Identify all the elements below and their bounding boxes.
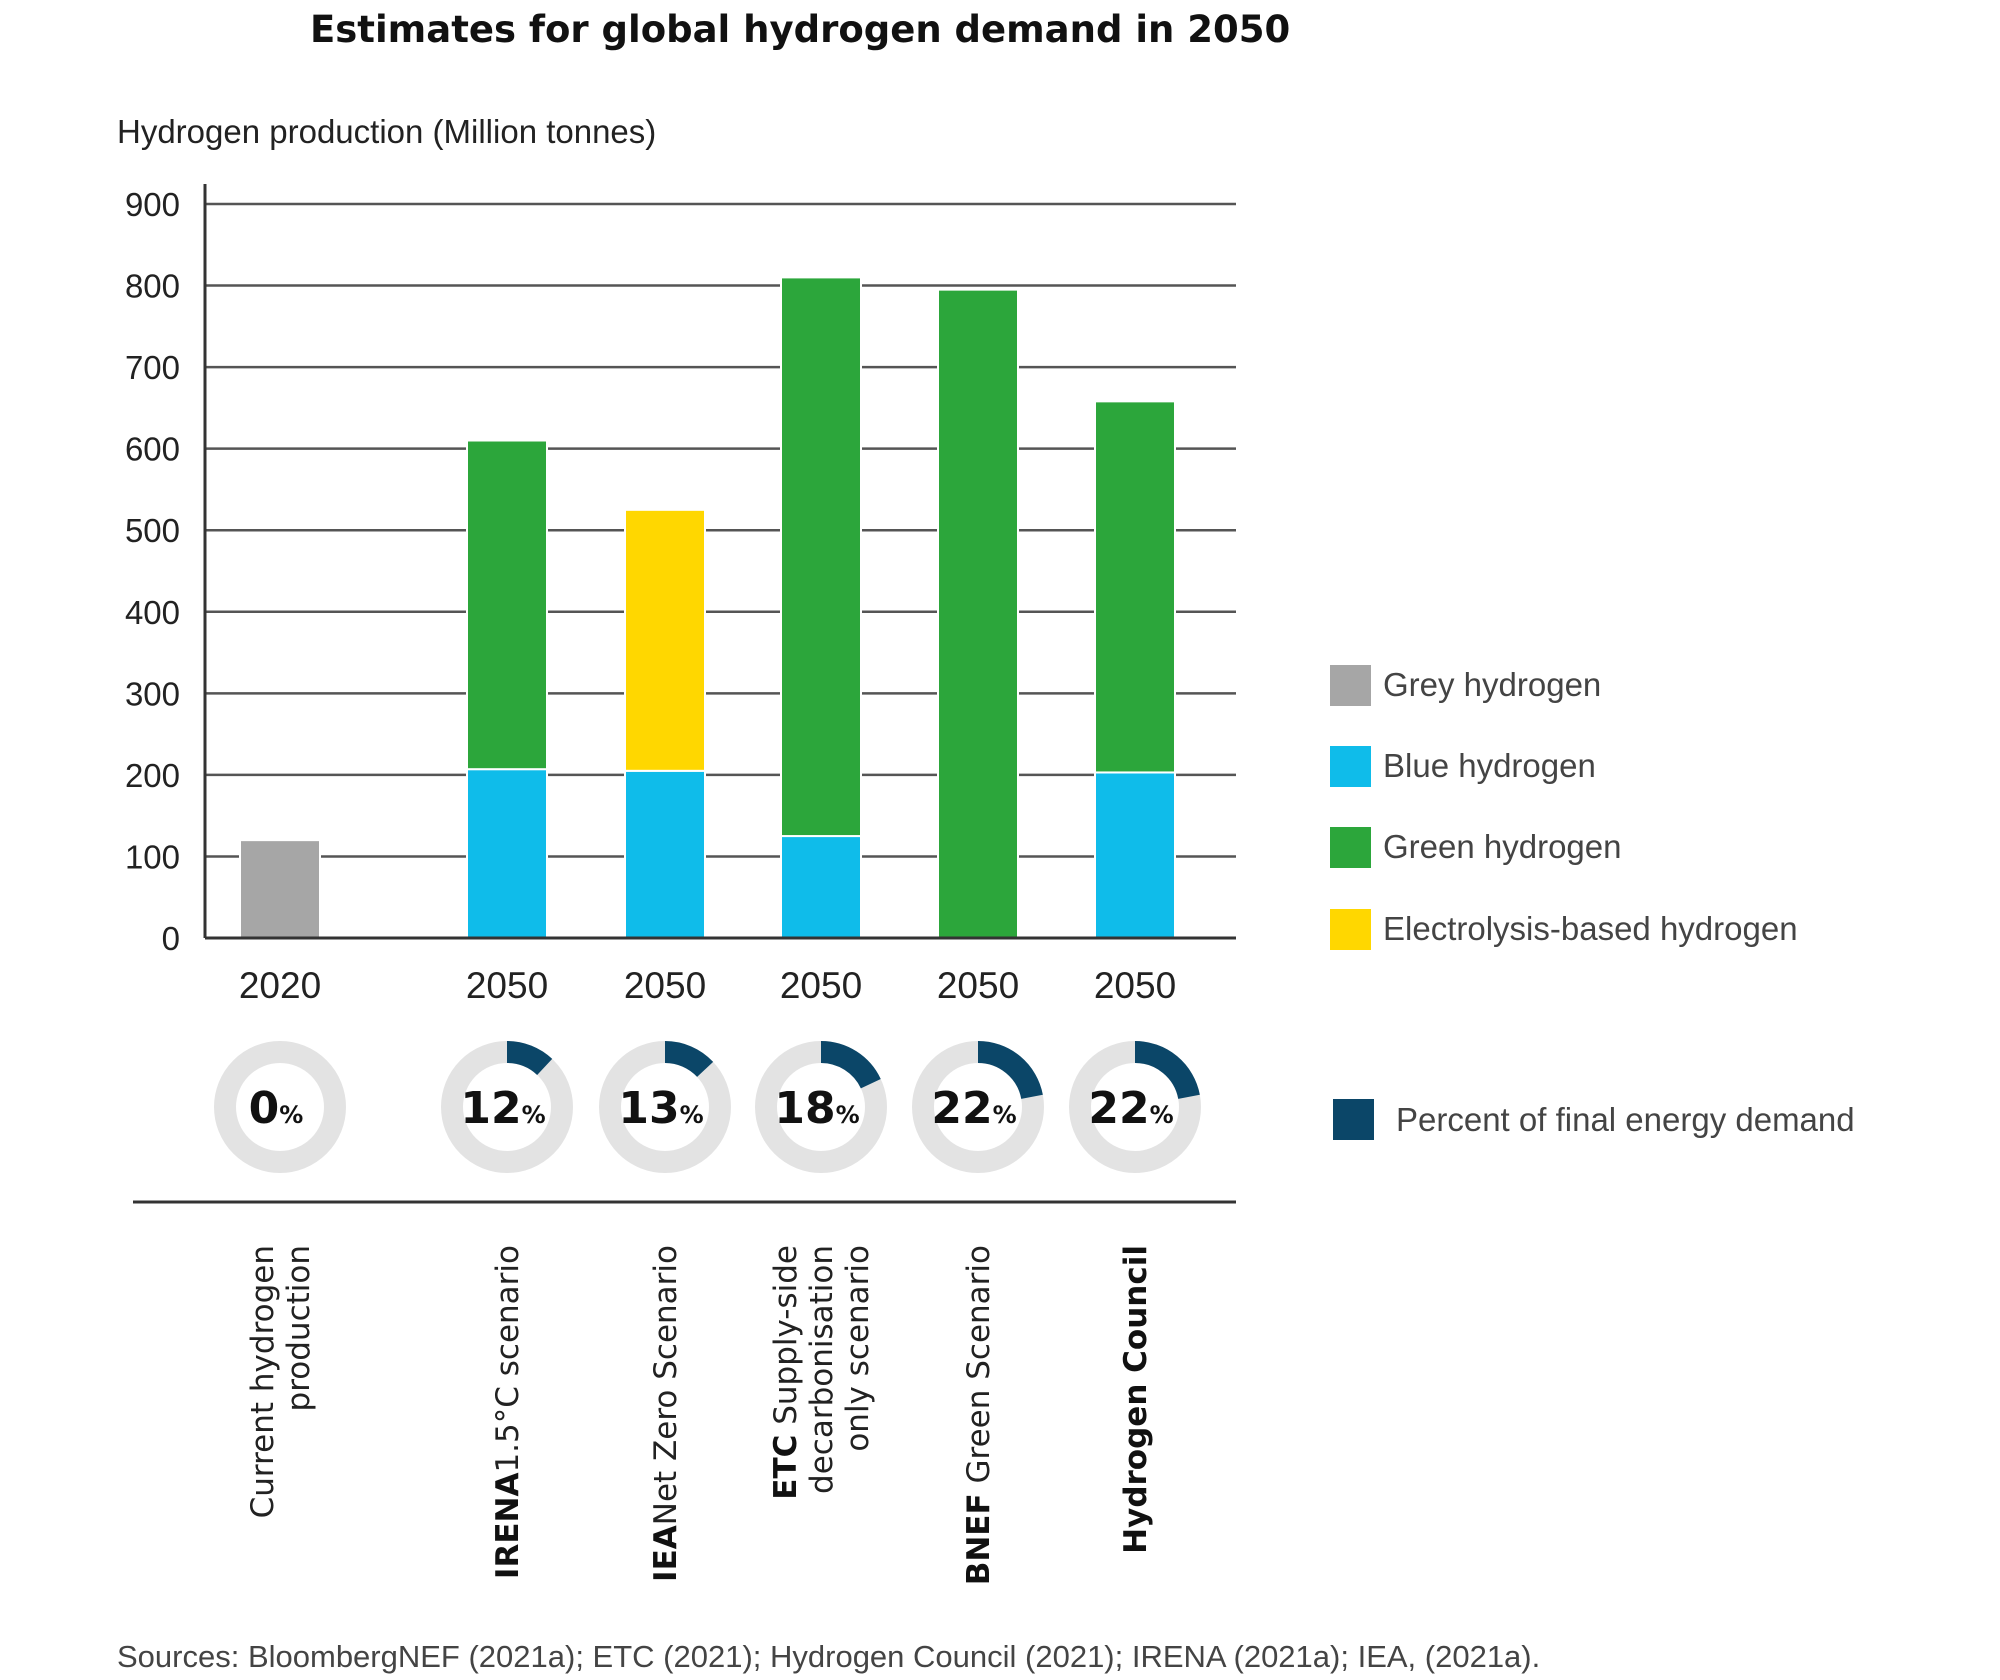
legend-label: Blue hydrogen — [1383, 747, 1596, 784]
bar-segment — [937, 288, 1019, 939]
x-tick-label: 2050 — [466, 965, 548, 1006]
y-tick-label: 900 — [125, 186, 180, 223]
bar-segment — [1094, 771, 1176, 939]
y-tick-label: 400 — [125, 594, 180, 631]
scenario-label: IEANet Zero Scenario — [648, 1245, 684, 1582]
legend-item: Blue hydrogen — [1330, 746, 1596, 787]
donut-label: 12% — [460, 1083, 545, 1134]
svg-text:BNEF Green Scenario: BNEF Green Scenario — [961, 1245, 997, 1585]
scenario-label: Hydrogen Council — [1118, 1245, 1154, 1554]
donut-arc — [912, 1041, 1044, 1173]
donut-arc — [1069, 1041, 1201, 1173]
scenario-labels: Current hydrogen production IRENA1.5°C sce… — [245, 1245, 1154, 1585]
legend-label: Percent of final energy demand — [1396, 1101, 1855, 1138]
svg-text:only scenario: only scenario — [840, 1245, 876, 1452]
legend-item: Electrolysis-based hydrogen — [1330, 909, 1798, 950]
bar-segment — [466, 768, 548, 939]
bar-segment — [780, 276, 862, 838]
bar-segment — [1094, 400, 1176, 774]
y-axis-label: Hydrogen production (Million tonnes) — [117, 113, 656, 150]
svg-text:IRENA1.5°C scenario: IRENA1.5°C scenario — [490, 1245, 526, 1579]
chart-title: Estimates for global hydrogen demand in … — [310, 8, 1290, 51]
source-note: Sources: BloombergNEF (2021a); ETC (2021… — [117, 1639, 1540, 1674]
donut-label: 18% — [774, 1083, 859, 1134]
legend-swatch — [1330, 827, 1371, 868]
donut-ring — [214, 1041, 346, 1173]
x-tick-label: 2050 — [624, 965, 706, 1006]
bar-segment — [239, 839, 321, 940]
gridlines — [205, 202, 1236, 858]
svg-text:IEANet Zero Scenario: IEANet Zero Scenario — [648, 1245, 684, 1582]
donut-label: 13% — [618, 1083, 703, 1134]
legend-label: Grey hydrogen — [1383, 666, 1601, 703]
bars — [239, 276, 1176, 940]
legend-swatch — [1333, 1099, 1374, 1140]
y-tick-label: 300 — [125, 675, 180, 712]
y-tick-label: 200 — [125, 757, 180, 794]
svg-text:Hydrogen Council: Hydrogen Council — [1118, 1245, 1154, 1554]
legend-swatch — [1330, 746, 1371, 787]
legend-label: Green hydrogen — [1383, 828, 1622, 865]
scenario-label: Current hydrogen production — [245, 1245, 317, 1518]
legend: Grey hydrogen Blue hydrogen Green hydrogen… — [1330, 665, 1855, 1140]
bar-segment — [780, 835, 862, 939]
y-tick-label: 700 — [125, 349, 180, 386]
bar-segment — [466, 439, 548, 771]
x-tick-label: 2050 — [780, 965, 862, 1006]
legend-item: Grey hydrogen — [1330, 665, 1601, 706]
legend-swatch — [1330, 665, 1371, 706]
svg-text:ETC Supply-side: ETC Supply-side — [768, 1245, 804, 1500]
donut-label: 22% — [931, 1083, 1016, 1134]
scenario-label: IRENA1.5°C scenario — [490, 1245, 526, 1579]
x-tick-label: 2020 — [239, 965, 321, 1006]
axes — [203, 184, 1236, 940]
bar-segment — [624, 508, 706, 772]
scenario-label: BNEF Green Scenario — [961, 1245, 997, 1585]
legend-label: Electrolysis-based hydrogen — [1383, 910, 1798, 947]
donut-label: 22% — [1088, 1083, 1173, 1134]
y-tick-label: 100 — [125, 838, 180, 875]
donut-arc — [599, 1041, 731, 1173]
svg-text:decarbonisation: decarbonisation — [804, 1245, 840, 1494]
svg-text:production: production — [281, 1245, 317, 1411]
svg-text:Current hydrogen: Current hydrogen — [245, 1245, 281, 1518]
x-tick-label: 2050 — [937, 965, 1019, 1006]
y-tick-label: 0 — [162, 920, 180, 957]
percent-donuts: 0% 12% 13% 18% 22% 22% — [214, 1041, 1201, 1173]
legend-item: Percent of final energy demand — [1333, 1099, 1855, 1140]
x-tick-label: 2050 — [1094, 965, 1176, 1006]
y-axis-ticks: 0 100 200 300 400 500 600 700 800 900 — [125, 186, 180, 957]
legend-swatch — [1330, 909, 1371, 950]
y-tick-label: 600 — [125, 431, 180, 468]
bar-segment — [624, 769, 706, 939]
y-tick-label: 500 — [125, 512, 180, 549]
donut-arc — [755, 1041, 887, 1173]
donut-arc — [441, 1041, 573, 1173]
scenario-label: ETC Supply-side decarbonisation only scena… — [768, 1245, 876, 1500]
donut-label: 0% — [249, 1083, 304, 1134]
y-tick-label: 800 — [125, 268, 180, 305]
category-labels: 2020 2050 2050 2050 2050 2050 — [239, 965, 1176, 1006]
legend-item: Green hydrogen — [1330, 827, 1622, 868]
